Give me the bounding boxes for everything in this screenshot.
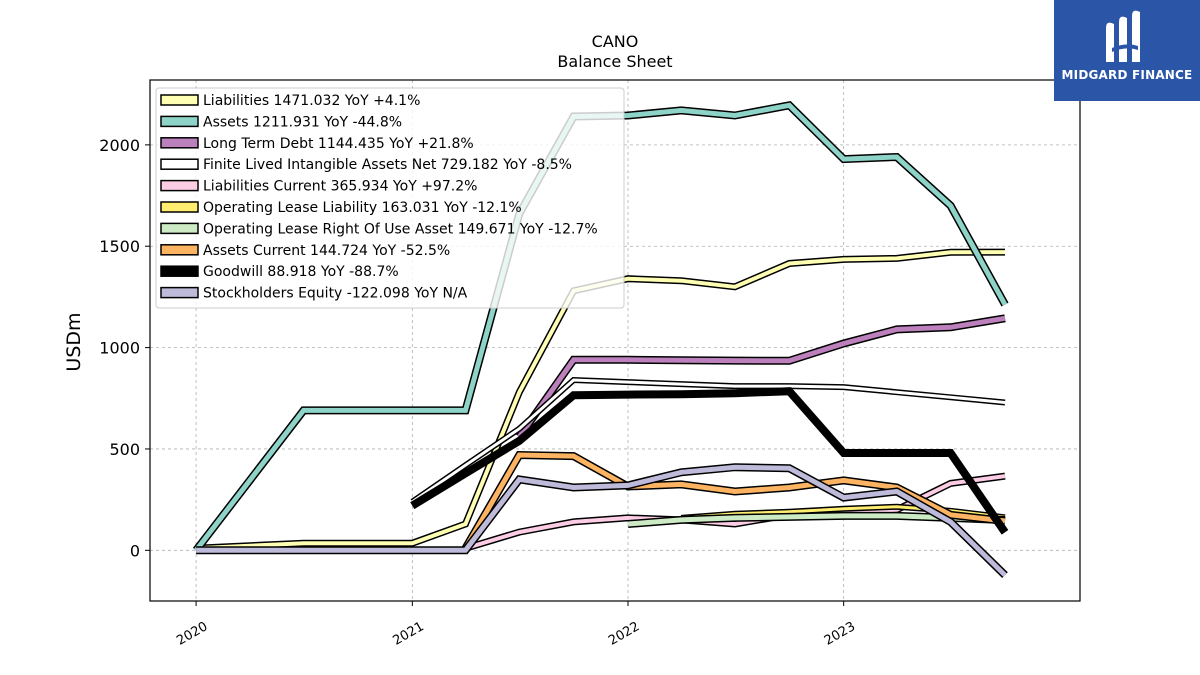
series-line [516, 314, 1006, 440]
series-path [194, 102, 1008, 552]
series-path [196, 250, 1006, 551]
series-path [410, 387, 1009, 535]
chart-title: CANO [592, 32, 639, 51]
plot-frame [149, 79, 1081, 602]
legend-entry: Goodwill 88.918 YoY -88.7% [160, 264, 399, 280]
legend-entry: Operating Lease Right Of Use Asset 149.6… [160, 221, 598, 237]
y-tick-label: 1500 [99, 237, 140, 256]
legend-box [155, 87, 625, 309]
chart-subtitle: Balance Sheet [557, 52, 672, 71]
series-line [410, 376, 1006, 505]
series-path [517, 315, 1006, 439]
legend-swatch [160, 286, 199, 299]
series-line [196, 463, 1008, 578]
series-lines [192, 100, 1009, 578]
x-tick-label: 2021 [391, 619, 427, 649]
y-tick-label: 2000 [99, 136, 140, 155]
legend-swatch [160, 244, 199, 256]
series-line [462, 450, 1006, 551]
legend-entry: Finite Lived Intangible Assets Net 729.1… [160, 157, 572, 173]
legend-label: Liabilities 1471.032 YoY +4.1% [203, 93, 420, 109]
legend-swatch [160, 222, 199, 235]
series-path [196, 464, 1007, 577]
legend-swatch [160, 179, 199, 192]
series-line [192, 100, 1009, 553]
legend-label: Assets Current 144.724 YoY -52.5% [203, 243, 450, 259]
x-tick-label: 2020 [174, 619, 210, 649]
y-tick-label: 500 [109, 440, 140, 459]
y-axis-label: USDm [63, 312, 85, 371]
series-outline [516, 314, 1006, 440]
legend-entry: Liabilities 1471.032 YoY +4.1% [160, 93, 420, 109]
y-tick-label: 1000 [99, 339, 140, 358]
y-tick-label: 0 [130, 541, 140, 560]
legend-swatch [160, 94, 199, 106]
legend-swatch [160, 158, 199, 170]
legend-entry: Stockholders Equity -122.098 YoY N/A [160, 286, 468, 302]
legend-entry: Assets Current 144.724 YoY -52.5% [160, 243, 450, 259]
legend-swatch [160, 265, 199, 277]
legend-label: Operating Lease Right Of Use Asset 149.6… [203, 221, 598, 237]
series-line [410, 387, 1009, 535]
legend-label: Operating Lease Liability 163.031 YoY -1… [203, 200, 522, 216]
legend-label: Finite Lived Intangible Assets Net 729.1… [203, 157, 572, 173]
legend-entry: Operating Lease Liability 163.031 YoY -1… [160, 200, 522, 216]
legend: Liabilities 1471.032 YoY +4.1% Assets 121… [155, 87, 625, 309]
legend-entry: Long Term Debt 1144.435 YoY +21.8% [160, 136, 474, 152]
legend-entry: Liabilities Current 365.934 YoY +97.2% [160, 179, 477, 195]
midgard-logo-icon [1106, 10, 1140, 63]
brand-logo: MIDGARD FINANCE [1054, 0, 1200, 101]
brand-name: MIDGARD FINANCE [1061, 68, 1193, 82]
series-line [195, 248, 1006, 552]
legend-label: Assets 1211.931 YoY -44.8% [203, 114, 402, 130]
legend-label: Goodwill 88.918 YoY -88.7% [203, 264, 399, 280]
legend-swatch [160, 137, 199, 149]
legend-entry: Assets 1211.931 YoY -44.8% [160, 114, 402, 130]
legend-label: Long Term Debt 1144.435 YoY +21.8% [203, 136, 474, 152]
legend-label: Stockholders Equity -122.098 YoY N/A [203, 286, 468, 302]
legend-swatch [160, 115, 199, 128]
legend-swatch [160, 201, 199, 213]
x-tick-label: 2022 [606, 619, 642, 649]
series-path [411, 378, 1006, 503]
x-tick-label: 2023 [822, 619, 858, 649]
series-path [463, 452, 1006, 550]
legend-label: Liabilities Current 365.934 YoY +97.2% [203, 179, 477, 195]
